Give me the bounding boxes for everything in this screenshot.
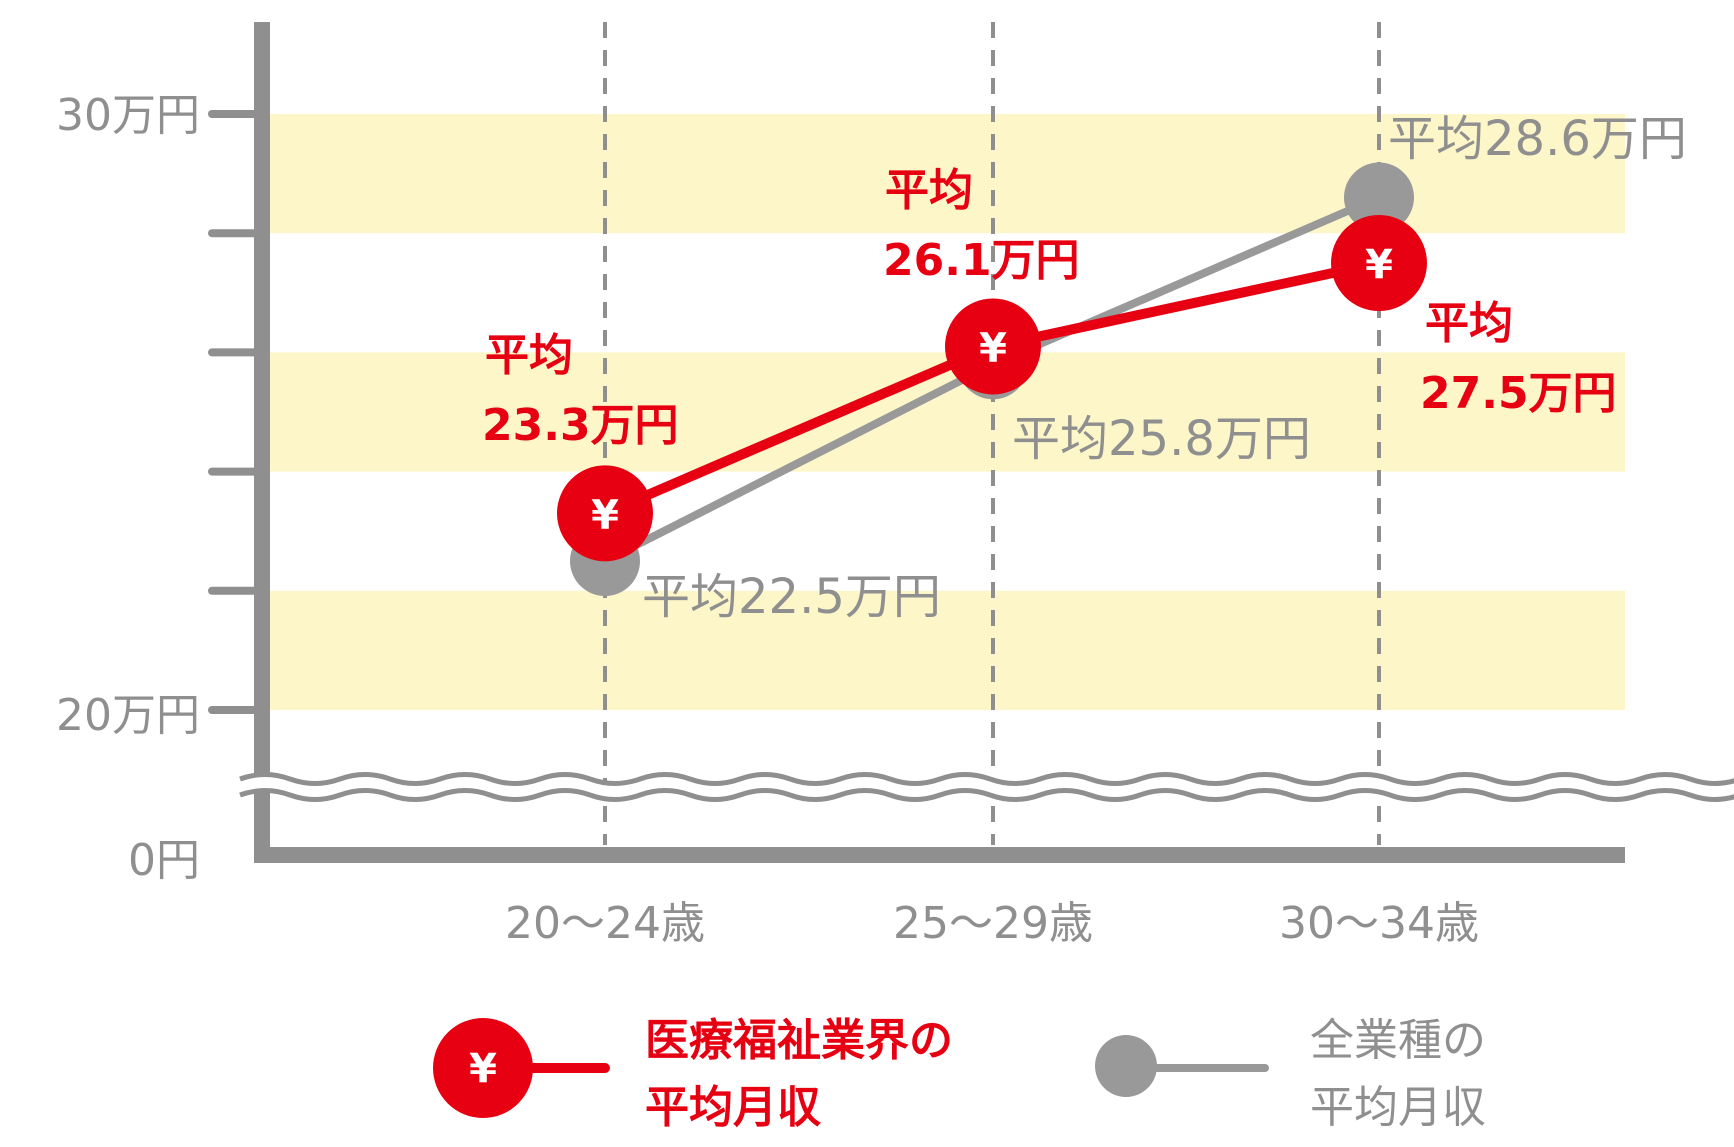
yen-icon: ¥ [979, 325, 1007, 371]
legend: ¥ 医療福祉業界の 平均月収 全業種の 平均月収 [433, 1015, 1486, 1133]
data-label-all-25-29: 平均25.8万円 [1012, 411, 1311, 467]
data-label-medical-25-29-prefix: 平均 [885, 165, 973, 216]
yen-icon: ¥ [591, 492, 619, 538]
legend-gray-marker [1095, 1035, 1157, 1097]
background-band [270, 590, 1625, 710]
axis-break [236, 772, 1734, 802]
data-point-medical-welfare [945, 298, 1041, 395]
data-point-all-industries [1344, 162, 1414, 233]
background-bands [270, 114, 1625, 710]
y-tick-label: 20万円 [56, 690, 200, 741]
x-tick-labels: 20〜24歳 25〜29歳 30〜34歳 [505, 898, 1479, 949]
y-tick-label: 0円 [128, 835, 200, 886]
data-label-medical-25-29-value: 26.1万円 [883, 235, 1080, 286]
x-tick-label: 30〜34歳 [1279, 898, 1479, 949]
background-band [270, 352, 1625, 472]
data-point-medical-welfare [1331, 215, 1427, 311]
data-label-medical-20-24-value: 23.3万円 [482, 400, 679, 451]
y-ticks [208, 110, 266, 714]
gray-data-labels: 平均22.5万円 平均25.8万円 平均28.6万円 [642, 111, 1687, 625]
axis-break-gap [236, 773, 1734, 801]
x-tick-label: 20〜24歳 [505, 898, 705, 949]
y-tick-label: 30万円 [56, 90, 200, 141]
data-label-medical-30-34-prefix: 平均 [1425, 298, 1513, 349]
data-label-all-20-24: 平均22.5万円 [642, 569, 941, 625]
data-label-medical-20-24-prefix: 平均 [485, 330, 573, 381]
data-label-medical-30-34-value: 27.5万円 [1420, 368, 1617, 419]
legend-label-all-line1: 全業種の [1310, 1015, 1486, 1066]
x-tick-label: 25〜29歳 [893, 898, 1093, 949]
y-tick-labels: 30万円 20万円 0円 [56, 90, 200, 886]
yen-icon: ¥ [1365, 242, 1393, 288]
legend-label-all-line2: 平均月収 [1310, 1082, 1486, 1133]
legend-label-medical-line1: 医療福祉業界の [645, 1015, 953, 1066]
data-point-medical-welfare [557, 465, 653, 562]
red-data-labels: 平均 23.3万円 平均 26.1万円 平均 27.5万円 [482, 165, 1617, 451]
data-label-all-30-34: 平均28.6万円 [1388, 111, 1687, 167]
series-medical-welfare: ¥ ¥ ¥ [557, 215, 1427, 562]
category-guides [603, 22, 1381, 845]
legend-label-medical-line2: 平均月収 [645, 1082, 821, 1133]
legend-red-marker [433, 1018, 533, 1118]
yen-icon: ¥ [469, 1046, 497, 1092]
